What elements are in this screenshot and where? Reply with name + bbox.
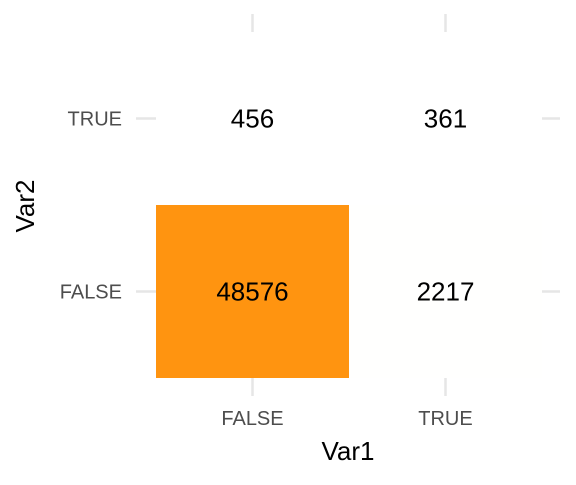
heatmap-cell — [156, 32, 349, 205]
cell-value-label: 48576 — [216, 277, 288, 307]
cell-value-label: 361 — [424, 104, 467, 134]
cell-labels-layer: 48576 2217 456 361 — [216, 104, 474, 307]
heatmap-cell — [349, 32, 542, 205]
y-axis-title: Var2 — [10, 180, 40, 233]
tick-labels-layer: FALSE TRUE FALSE TRUE — [60, 109, 473, 431]
y-tick-label: TRUE — [68, 109, 122, 131]
x-axis-title: Var1 — [322, 436, 375, 466]
x-tick-label: FALSE — [221, 408, 283, 430]
cells-layer — [156, 32, 542, 378]
cell-value-label: 2217 — [417, 277, 475, 307]
heatmap-cell — [349, 205, 542, 378]
y-tick-label: FALSE — [60, 282, 122, 304]
heatmap-cell — [156, 205, 349, 378]
x-tick-label: TRUE — [418, 408, 472, 430]
cell-value-label: 456 — [231, 104, 274, 134]
